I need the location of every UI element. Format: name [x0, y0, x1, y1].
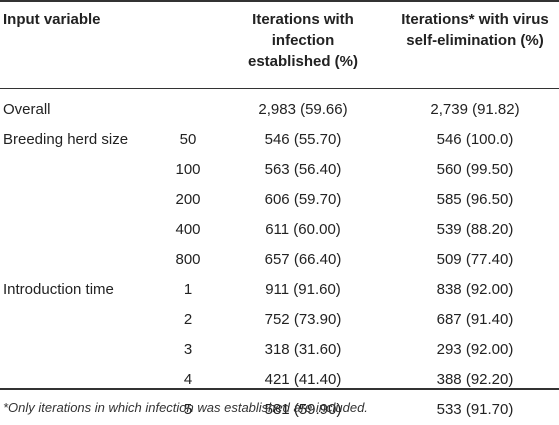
cell-self-elimination: 2,739 (91.82) [430, 101, 520, 118]
header-self-elimination: Iterations* with virus self-elimination … [388, 9, 559, 51]
header-elimination-line: self-elimination (%) [406, 32, 544, 49]
cell-infection-established: 421 (41.40) [264, 371, 342, 388]
cell-self-elimination: 546 (100.0) [436, 131, 514, 148]
cell-self-elimination: 585 (96.50) [436, 191, 514, 208]
cell-level: 50 [179, 131, 197, 148]
cell-infection-established: 611 (60.00) [265, 221, 341, 238]
table-row: 400 611 (60.00) 539 (88.20) [0, 215, 559, 245]
cell-level: 1 [183, 281, 193, 298]
cell-infection-established: 318 (31.60) [264, 341, 342, 358]
header-infection-line: Iterations with [252, 11, 354, 28]
cell-infection-established: 546 (55.70) [264, 131, 342, 148]
table-row: 800 657 (66.40) 509 (77.40) [0, 245, 559, 275]
table-row: 100 563 (56.40) 560 (99.50) [0, 155, 559, 185]
table-footnote: *Only iterations in which infection was … [3, 400, 368, 415]
header-infection-established: Iterations with infection established (%… [214, 9, 392, 72]
cell-self-elimination: 539 (88.20) [436, 221, 514, 238]
table-row: 5 581 (59.90) 533 (91.70) [0, 395, 559, 425]
table-bottom-rule [0, 388, 559, 390]
cell-level: 800 [175, 251, 201, 268]
table-row: 4 421 (41.40) 388 (92.20) [0, 365, 559, 395]
header-elimination-line: Iterations* with virus [401, 11, 549, 28]
table-row: Breeding herd size 50 546 (55.70) 546 (100.… [0, 125, 559, 155]
cell-level: 400 [175, 221, 201, 238]
cell-self-elimination: 560 (99.50) [436, 161, 514, 178]
cell-infection-established: 606 (59.70) [264, 191, 342, 208]
cell-self-elimination: 509 (77.40) [436, 251, 514, 268]
cell-input-variable: Overall [3, 101, 51, 118]
cell-infection-established: 752 (73.90) [264, 311, 342, 328]
cell-level: 3 [183, 341, 193, 358]
header-infection-line: established (%) [247, 53, 359, 70]
cell-self-elimination: 388 (92.20) [436, 371, 514, 388]
header-input-variable: Input variable [3, 11, 101, 28]
cell-level: 200 [175, 191, 201, 208]
cell-infection-established: 657 (66.40) [264, 251, 342, 268]
cell-self-elimination: 533 (91.70) [436, 401, 514, 418]
table-row: 200 606 (59.70) 585 (96.50) [0, 185, 559, 215]
cell-infection-established: 911 (91.60) [265, 281, 341, 298]
cell-level: 5 [183, 401, 193, 418]
cell-infection-established: 563 (56.40) [264, 161, 342, 178]
cell-input-variable: Breeding herd size [3, 131, 129, 148]
cell-self-elimination: 293 (92.00) [436, 341, 514, 358]
cell-infection-established: 581 (59.90) [264, 401, 342, 418]
cell-infection-established: 2,983 (59.66) [258, 101, 348, 118]
table-row: 3 318 (31.60) 293 (92.00) [0, 335, 559, 365]
header-divider-rule [0, 88, 559, 89]
table-row: 2 752 (73.90) 687 (91.40) [0, 305, 559, 335]
cell-level: 4 [183, 371, 193, 388]
table-row: Introduction time 1 911 (91.60) 838 (92.00) [0, 275, 559, 305]
cell-level: 100 [175, 161, 201, 178]
cell-self-elimination: 687 (91.40) [436, 311, 514, 328]
table-row: Overall 2,983 (59.66) 2,739 (91.82) [0, 95, 559, 125]
cell-self-elimination: 838 (92.00) [436, 281, 514, 298]
table-top-rule [0, 0, 559, 2]
cell-input-variable: Introduction time [3, 281, 114, 298]
cell-level: 2 [183, 311, 193, 328]
header-infection-line: infection [271, 32, 335, 49]
